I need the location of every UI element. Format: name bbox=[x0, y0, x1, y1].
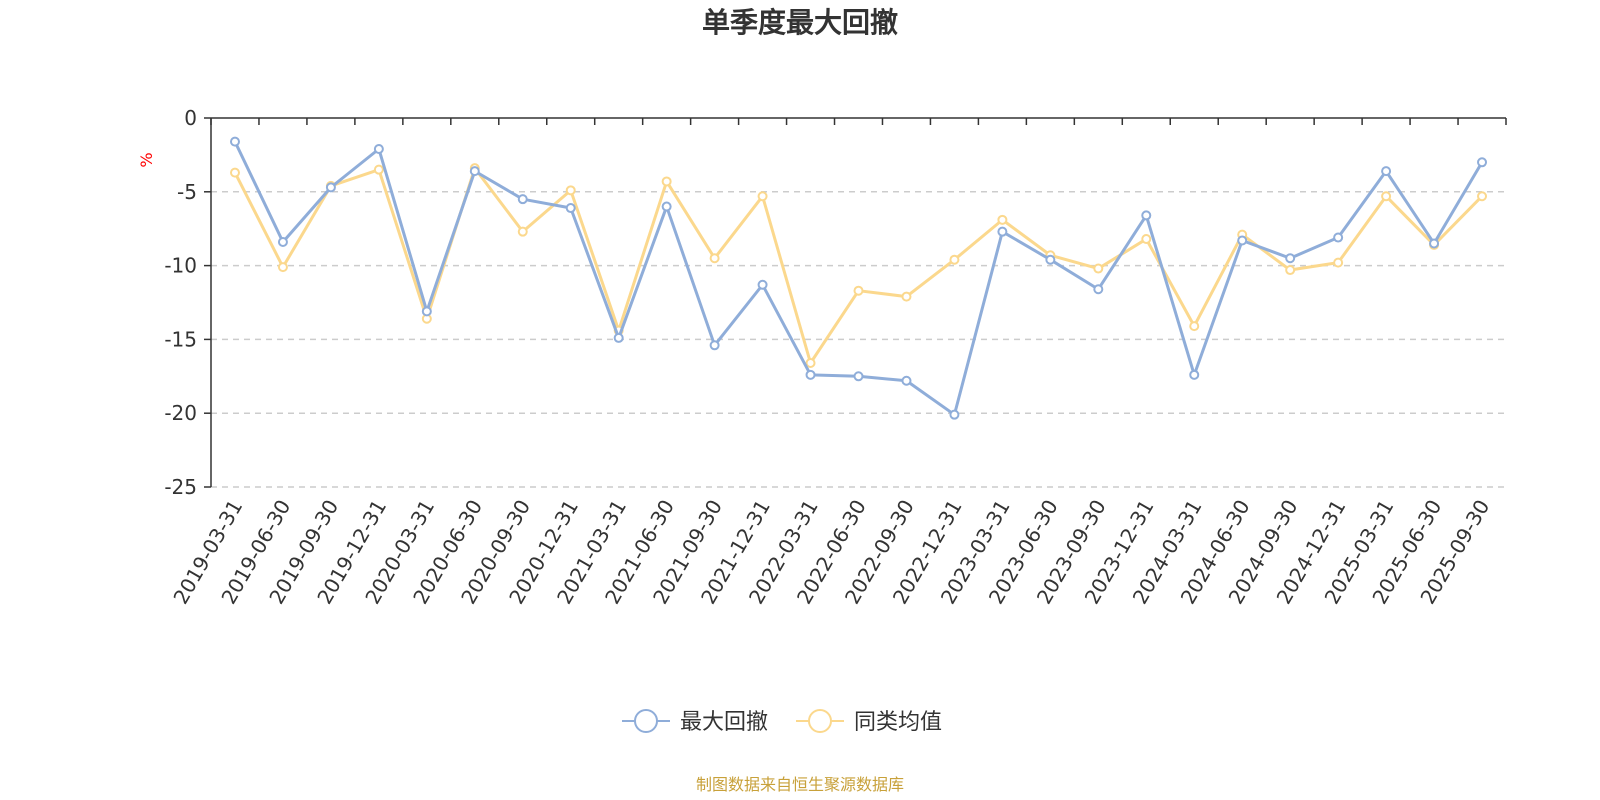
data-point[interactable] bbox=[1141, 234, 1152, 245]
data-point[interactable] bbox=[805, 369, 816, 380]
y-axis-unit: % bbox=[137, 152, 156, 167]
legend-item-1[interactable]: 同类均值 bbox=[796, 709, 942, 735]
data-point[interactable] bbox=[1141, 210, 1152, 221]
legend[interactable]: 最大回撤 同类均值 bbox=[622, 709, 942, 735]
y-tick-label: 0 bbox=[184, 106, 197, 130]
data-point[interactable] bbox=[1381, 191, 1392, 202]
data-point[interactable] bbox=[1189, 321, 1200, 332]
data-point[interactable] bbox=[613, 332, 624, 343]
data-point[interactable] bbox=[421, 306, 432, 317]
y-tick-label: -25 bbox=[164, 475, 197, 499]
y-tick-label: -20 bbox=[164, 401, 197, 425]
series-1 bbox=[229, 163, 1488, 369]
y-tick-labels: 0 -5 -10 -15 -20 -25 bbox=[164, 106, 211, 499]
chart-title: 单季度最大回撤 bbox=[702, 6, 898, 39]
data-point[interactable] bbox=[1285, 253, 1296, 264]
data-point[interactable] bbox=[1093, 263, 1104, 274]
series-layer bbox=[229, 136, 1488, 420]
y-tick-label: -15 bbox=[164, 327, 197, 351]
data-point[interactable] bbox=[277, 236, 288, 247]
data-point[interactable] bbox=[1477, 157, 1488, 168]
data-point[interactable] bbox=[1237, 235, 1248, 246]
data-point[interactable] bbox=[1045, 254, 1056, 265]
data-point[interactable] bbox=[757, 191, 768, 202]
data-point[interactable] bbox=[949, 409, 960, 420]
data-point[interactable] bbox=[757, 279, 768, 290]
data-point[interactable] bbox=[373, 164, 384, 175]
data-point[interactable] bbox=[997, 226, 1008, 237]
data-point[interactable] bbox=[949, 254, 960, 265]
legend-marker bbox=[808, 709, 832, 733]
data-point[interactable] bbox=[1477, 191, 1488, 202]
data-point[interactable] bbox=[469, 166, 480, 177]
legend-label: 同类均值 bbox=[854, 710, 942, 735]
data-point[interactable] bbox=[517, 226, 528, 237]
data-point[interactable] bbox=[277, 262, 288, 273]
data-point[interactable] bbox=[1189, 369, 1200, 380]
legend-label: 最大回撤 bbox=[680, 710, 768, 735]
data-point[interactable] bbox=[1333, 232, 1344, 243]
data-point[interactable] bbox=[373, 143, 384, 154]
legend-marker bbox=[634, 709, 658, 733]
data-point[interactable] bbox=[853, 285, 864, 296]
source-note: 制图数据来自恒生聚源数据库 bbox=[696, 775, 904, 794]
data-point[interactable] bbox=[661, 176, 672, 187]
data-point[interactable] bbox=[901, 375, 912, 386]
data-point[interactable] bbox=[517, 194, 528, 205]
data-point[interactable] bbox=[709, 253, 720, 264]
legend-item-0[interactable]: 最大回撤 bbox=[622, 709, 768, 735]
data-point[interactable] bbox=[325, 182, 336, 193]
data-point[interactable] bbox=[229, 136, 240, 147]
series-0 bbox=[229, 136, 1488, 420]
axis-layer bbox=[210, 117, 1507, 487]
data-point[interactable] bbox=[1285, 265, 1296, 276]
data-point[interactable] bbox=[661, 201, 672, 212]
y-tick-label: -10 bbox=[164, 254, 197, 278]
data-point[interactable] bbox=[901, 291, 912, 302]
data-point[interactable] bbox=[1093, 284, 1104, 295]
data-point[interactable] bbox=[1381, 166, 1392, 177]
x-tick-labels: 2019-03-312019-06-302019-09-302019-12-31… bbox=[168, 495, 1494, 608]
data-point[interactable] bbox=[1429, 238, 1440, 249]
data-point[interactable] bbox=[565, 203, 576, 214]
data-point[interactable] bbox=[1333, 257, 1344, 268]
y-tick-label: -5 bbox=[177, 180, 197, 204]
data-point[interactable] bbox=[709, 340, 720, 351]
data-point[interactable] bbox=[805, 358, 816, 369]
data-point[interactable] bbox=[565, 185, 576, 196]
data-point[interactable] bbox=[997, 214, 1008, 225]
data-point[interactable] bbox=[229, 167, 240, 178]
data-point[interactable] bbox=[853, 371, 864, 382]
